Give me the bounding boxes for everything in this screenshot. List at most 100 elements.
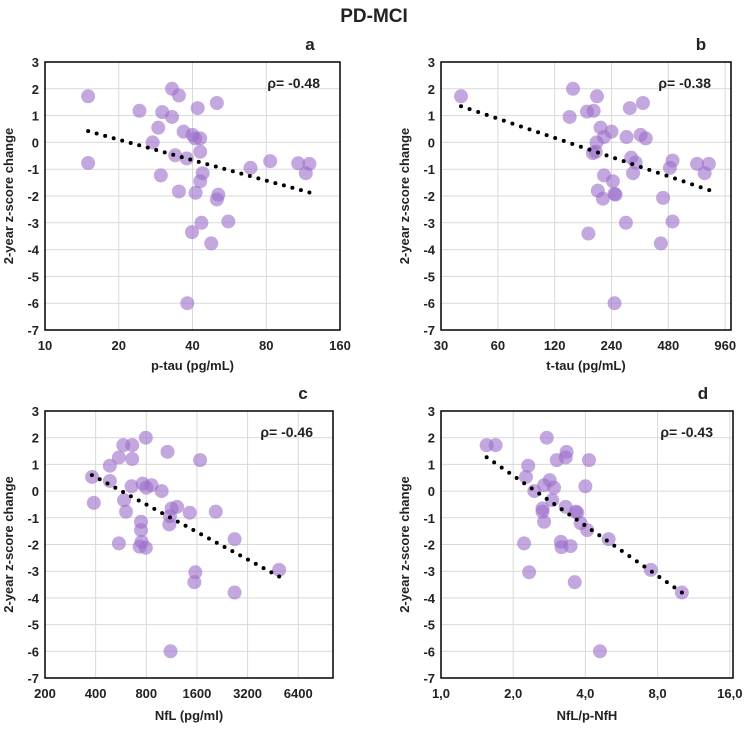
trend-dot xyxy=(113,485,118,490)
trend-dot xyxy=(567,512,572,517)
data-point xyxy=(111,536,126,551)
y-tick-label: 2 xyxy=(428,431,435,446)
data-point xyxy=(592,644,607,659)
data-point xyxy=(209,96,224,111)
data-point xyxy=(622,101,637,116)
data-point xyxy=(586,103,601,118)
data-point xyxy=(589,89,604,104)
trend-dot xyxy=(290,185,295,190)
data-point xyxy=(171,88,186,103)
data-point xyxy=(656,190,671,205)
trend-dot xyxy=(222,166,227,171)
trend-dot xyxy=(536,130,541,135)
trend-dot xyxy=(167,515,172,520)
data-point xyxy=(187,575,202,590)
trend-dot xyxy=(179,155,184,160)
panel-letter: d xyxy=(698,384,708,403)
trend-dot xyxy=(499,465,504,470)
trend-dot xyxy=(253,561,258,566)
x-tick-label: 1,0 xyxy=(432,686,450,701)
y-tick-label: -7 xyxy=(27,323,39,338)
trend-dot xyxy=(128,494,133,499)
data-point xyxy=(562,109,577,124)
trend-dot xyxy=(121,489,126,494)
trend-dot xyxy=(544,496,549,501)
y-tick-label: -1 xyxy=(423,162,435,177)
trend-dot xyxy=(527,127,532,132)
trend-dot xyxy=(492,460,497,465)
data-point xyxy=(204,236,219,251)
trend-dot xyxy=(679,590,684,595)
x-tick-label: 3200 xyxy=(233,686,262,701)
data-point xyxy=(626,166,641,181)
panel-letter: a xyxy=(305,35,315,54)
trend-dot xyxy=(698,185,703,190)
data-point xyxy=(102,458,117,473)
y-tick-label: 3 xyxy=(32,404,39,419)
trend-dot xyxy=(612,543,617,548)
data-point xyxy=(595,191,610,206)
y-tick-label: 0 xyxy=(32,135,39,150)
data-point xyxy=(272,562,287,577)
data-point xyxy=(132,103,147,118)
y-tick-label: -5 xyxy=(27,618,39,633)
trend-dot xyxy=(247,173,252,178)
y-tick-label: -1 xyxy=(27,511,39,526)
rho-label: ρ= -0.46 xyxy=(260,424,313,440)
data-point xyxy=(653,236,668,251)
panel-a: -7 -6 -5 -4 -3 -2 -1 0 1 2 3 10 20 40 80 160 ρ= -0.48 a p-… xyxy=(1,35,351,373)
panel-letter: c xyxy=(298,384,307,403)
trend-dot xyxy=(213,164,218,169)
rho-label: ρ= -0.48 xyxy=(267,75,320,91)
x-tick-label: 200 xyxy=(34,686,56,701)
trend-dot xyxy=(183,523,188,528)
x-tick-label: 40 xyxy=(185,338,199,353)
data-point xyxy=(81,156,96,171)
data-point xyxy=(125,438,140,453)
trend-dot xyxy=(493,115,498,120)
x-axis-title: NfL (pg/ml) xyxy=(155,708,223,723)
data-point xyxy=(208,504,223,519)
trend-dot xyxy=(672,585,677,590)
trend-dot xyxy=(145,145,150,150)
y-tick-label: -7 xyxy=(423,671,435,686)
data-point xyxy=(221,214,236,229)
plot-frame xyxy=(44,410,334,679)
x-tick-label: 800 xyxy=(135,686,157,701)
trend-dot xyxy=(484,112,489,117)
data-point xyxy=(565,81,580,96)
y-axis-title: 2-year z-score change xyxy=(397,128,412,265)
data-point xyxy=(138,540,153,555)
data-point xyxy=(607,296,622,311)
y-tick-label: 2 xyxy=(428,82,435,97)
trend-dot xyxy=(627,554,632,559)
data-point xyxy=(581,226,596,241)
y-tick-label: -1 xyxy=(423,511,435,526)
trend-dot xyxy=(630,162,635,167)
data-point xyxy=(635,96,650,111)
y-axis-title: 2-year z-score change xyxy=(397,476,412,613)
y-tick-label: 0 xyxy=(428,135,435,150)
plot-frame xyxy=(440,410,734,679)
x-tick-label: 2,0 xyxy=(504,686,522,701)
data-point xyxy=(638,131,653,146)
y-tick-label: 3 xyxy=(428,404,435,419)
x-tick-label: 8,0 xyxy=(649,686,667,701)
y-tick-label: -5 xyxy=(27,269,39,284)
trend-dot xyxy=(561,138,566,143)
data-point xyxy=(643,562,658,577)
data-point xyxy=(690,156,705,171)
data-point xyxy=(539,430,554,445)
data-point xyxy=(180,296,195,311)
y-tick-label: -1 xyxy=(27,162,39,177)
trend-dot xyxy=(673,176,678,181)
trend-dot xyxy=(144,502,149,507)
x-tick-label: 960 xyxy=(714,338,736,353)
data-point xyxy=(567,575,582,590)
x-tick-label: 20 xyxy=(112,338,126,353)
trend-dot xyxy=(582,522,587,527)
trend-line xyxy=(484,455,684,595)
data-point xyxy=(209,192,224,207)
data-point xyxy=(193,144,208,159)
